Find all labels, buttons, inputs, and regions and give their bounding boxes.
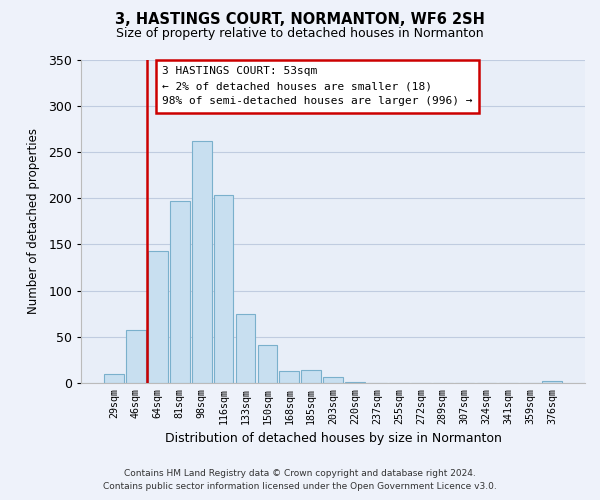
Bar — [323, 378, 343, 383]
Bar — [104, 374, 124, 383]
Bar — [542, 381, 562, 383]
Bar — [148, 251, 167, 383]
Text: 3 HASTINGS COURT: 53sqm
← 2% of detached houses are smaller (18)
98% of semi-det: 3 HASTINGS COURT: 53sqm ← 2% of detached… — [162, 66, 473, 106]
Bar — [345, 382, 365, 383]
Bar — [301, 370, 321, 383]
Bar — [170, 201, 190, 383]
Bar — [192, 141, 212, 383]
Bar — [280, 371, 299, 383]
Text: 3, HASTINGS COURT, NORMANTON, WF6 2SH: 3, HASTINGS COURT, NORMANTON, WF6 2SH — [115, 12, 485, 28]
X-axis label: Distribution of detached houses by size in Normanton: Distribution of detached houses by size … — [164, 432, 502, 445]
Text: Contains HM Land Registry data © Crown copyright and database right 2024.
Contai: Contains HM Land Registry data © Crown c… — [103, 469, 497, 491]
Bar — [257, 345, 277, 383]
Bar — [236, 314, 256, 383]
Bar — [214, 194, 233, 383]
Bar — [126, 330, 146, 383]
Y-axis label: Number of detached properties: Number of detached properties — [27, 128, 40, 314]
Text: Size of property relative to detached houses in Normanton: Size of property relative to detached ho… — [116, 28, 484, 40]
